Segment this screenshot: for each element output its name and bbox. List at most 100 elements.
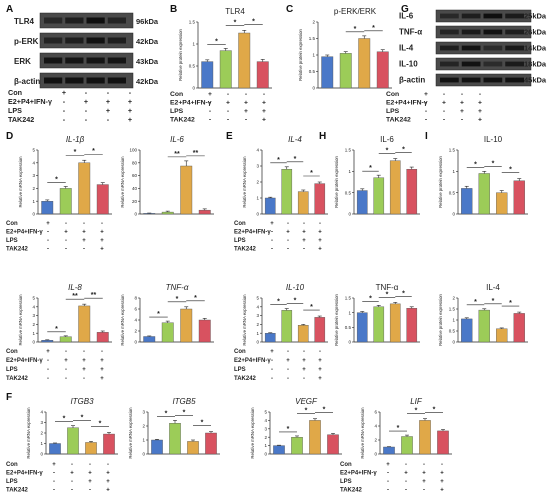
group-sign: +	[440, 488, 444, 494]
group-sign: +	[46, 349, 50, 355]
group-sign: +	[424, 91, 428, 98]
group-sign: -	[65, 367, 67, 373]
group-sign: +	[302, 367, 306, 373]
blot-band	[461, 29, 481, 35]
group-sign: +	[100, 376, 104, 382]
group-sign: -	[425, 117, 427, 124]
group-sign: +	[106, 479, 110, 485]
sig-star: *	[474, 161, 477, 168]
group-sign: -	[47, 238, 49, 244]
y-tick-label: 5	[264, 410, 267, 415]
sig-star: *	[55, 326, 58, 333]
chart-title: IL-10	[484, 135, 503, 144]
y-tick-label: 0	[348, 340, 351, 345]
panel-letter-f: F	[6, 392, 12, 403]
y-tick-label: 5	[256, 296, 259, 301]
y-tick-label: 20	[132, 199, 138, 204]
group-sign: -	[287, 238, 289, 244]
bar	[297, 325, 309, 343]
group-label: Con	[8, 88, 22, 97]
y-tick-label: 1	[142, 438, 145, 443]
y-tick-label: 6	[134, 307, 137, 312]
group-sign: -	[271, 358, 273, 364]
y-tick-label: 0	[374, 452, 377, 457]
group-sign: -	[319, 349, 321, 355]
y-tick-label: 4	[32, 160, 35, 165]
sig-star: *	[63, 416, 66, 423]
panel-letter-g: G	[401, 4, 409, 15]
y-tick-label: 2	[452, 296, 455, 301]
y-tick-label: 2	[312, 20, 315, 25]
sig-star: *	[277, 299, 280, 306]
treatment-matrix-d1: Con + - - -E2+P4+IFN-γ - + + +LPS - - + +TAK242- - - +	[6, 221, 104, 253]
blot-band	[505, 29, 524, 35]
y-tick-label: 3	[264, 426, 267, 431]
group-sign: -	[71, 488, 73, 494]
group-sign: -	[107, 88, 110, 97]
bar	[373, 177, 385, 215]
group-sign: -	[71, 462, 73, 468]
group-sign: +	[106, 97, 110, 106]
y-axis-label: Relative mRNA expression	[120, 294, 125, 346]
bar	[419, 420, 431, 455]
treatment-matrix-g: Con + - - -E2+P4+IFN-γ- + + +LPS - - + +TAK242- - - +	[386, 91, 482, 124]
group-sign: +	[88, 479, 92, 485]
group-sign: -	[287, 367, 289, 373]
y-tick-label: 1.5	[345, 296, 352, 301]
bar	[314, 317, 326, 343]
sig-star: *	[386, 291, 389, 298]
bar	[264, 197, 276, 215]
group-sign: +	[82, 358, 86, 364]
sig-star: *	[492, 160, 495, 167]
sig-star: *	[55, 176, 58, 183]
group-label: TAK242	[8, 115, 34, 124]
bar	[103, 433, 115, 455]
blot-band	[65, 37, 84, 44]
blot-kda: 43kDa	[136, 57, 159, 66]
blot-kda: 18kDa	[524, 60, 547, 69]
y-axis-label: Relative mRNA expression	[26, 407, 31, 459]
group-label: TAK242	[6, 247, 29, 253]
group-sign: -	[287, 247, 289, 253]
bar	[143, 336, 156, 343]
y-tick-label: 6	[374, 410, 377, 415]
treatment-matrix-e1: Con + - - -E2+P4+IFN-γ - + + +LPS - - + +TAK242- - - +	[234, 221, 322, 253]
chart-title: VEGF	[295, 397, 318, 406]
group-sign: -	[53, 471, 55, 477]
sig-star: *	[99, 420, 102, 427]
group-sign: +	[262, 100, 266, 107]
blot-kda: 42kDa	[136, 77, 159, 86]
group-sign: -	[47, 367, 49, 373]
y-tick-label: 3	[142, 410, 145, 415]
sig-star: *	[194, 295, 197, 302]
bar	[327, 434, 339, 455]
group-sign: +	[82, 367, 86, 373]
bar-chart-d4: Relative mRNA expression 0 2 4 6 8 TNF-α * * *	[120, 283, 214, 346]
group-sign: -	[479, 91, 481, 98]
chart-title: IL-1β	[66, 135, 85, 144]
group-label: Con	[6, 462, 18, 468]
bar-chart-f2: Relative mRNA expression 0 1 2 3 ITGB5 * * *	[128, 397, 220, 459]
y-tick-label: 2	[40, 431, 43, 436]
bar	[41, 340, 54, 343]
group-sign: -	[53, 479, 55, 485]
sig-star: *	[386, 148, 389, 155]
y-axis-label: Relative mRNA expression	[128, 407, 133, 459]
bar-chart-i2: Relative protein expression 0 0.5 1 1.5 2 IL-4…	[438, 283, 528, 346]
blot-band	[44, 17, 63, 24]
group-sign: +	[478, 100, 482, 107]
group-sign: +	[128, 115, 132, 124]
group-sign: +	[100, 358, 104, 364]
blot-band	[86, 37, 105, 44]
bar	[96, 184, 109, 215]
bar	[161, 322, 174, 343]
bar	[513, 313, 525, 343]
y-tick-label: 1	[452, 169, 455, 174]
group-label: TAK242	[234, 247, 257, 253]
bar	[513, 180, 525, 215]
blot-band	[505, 77, 524, 83]
bar	[219, 50, 232, 89]
blot-band	[461, 61, 481, 67]
group-sign: -	[319, 221, 321, 227]
group-sign: -	[89, 488, 91, 494]
